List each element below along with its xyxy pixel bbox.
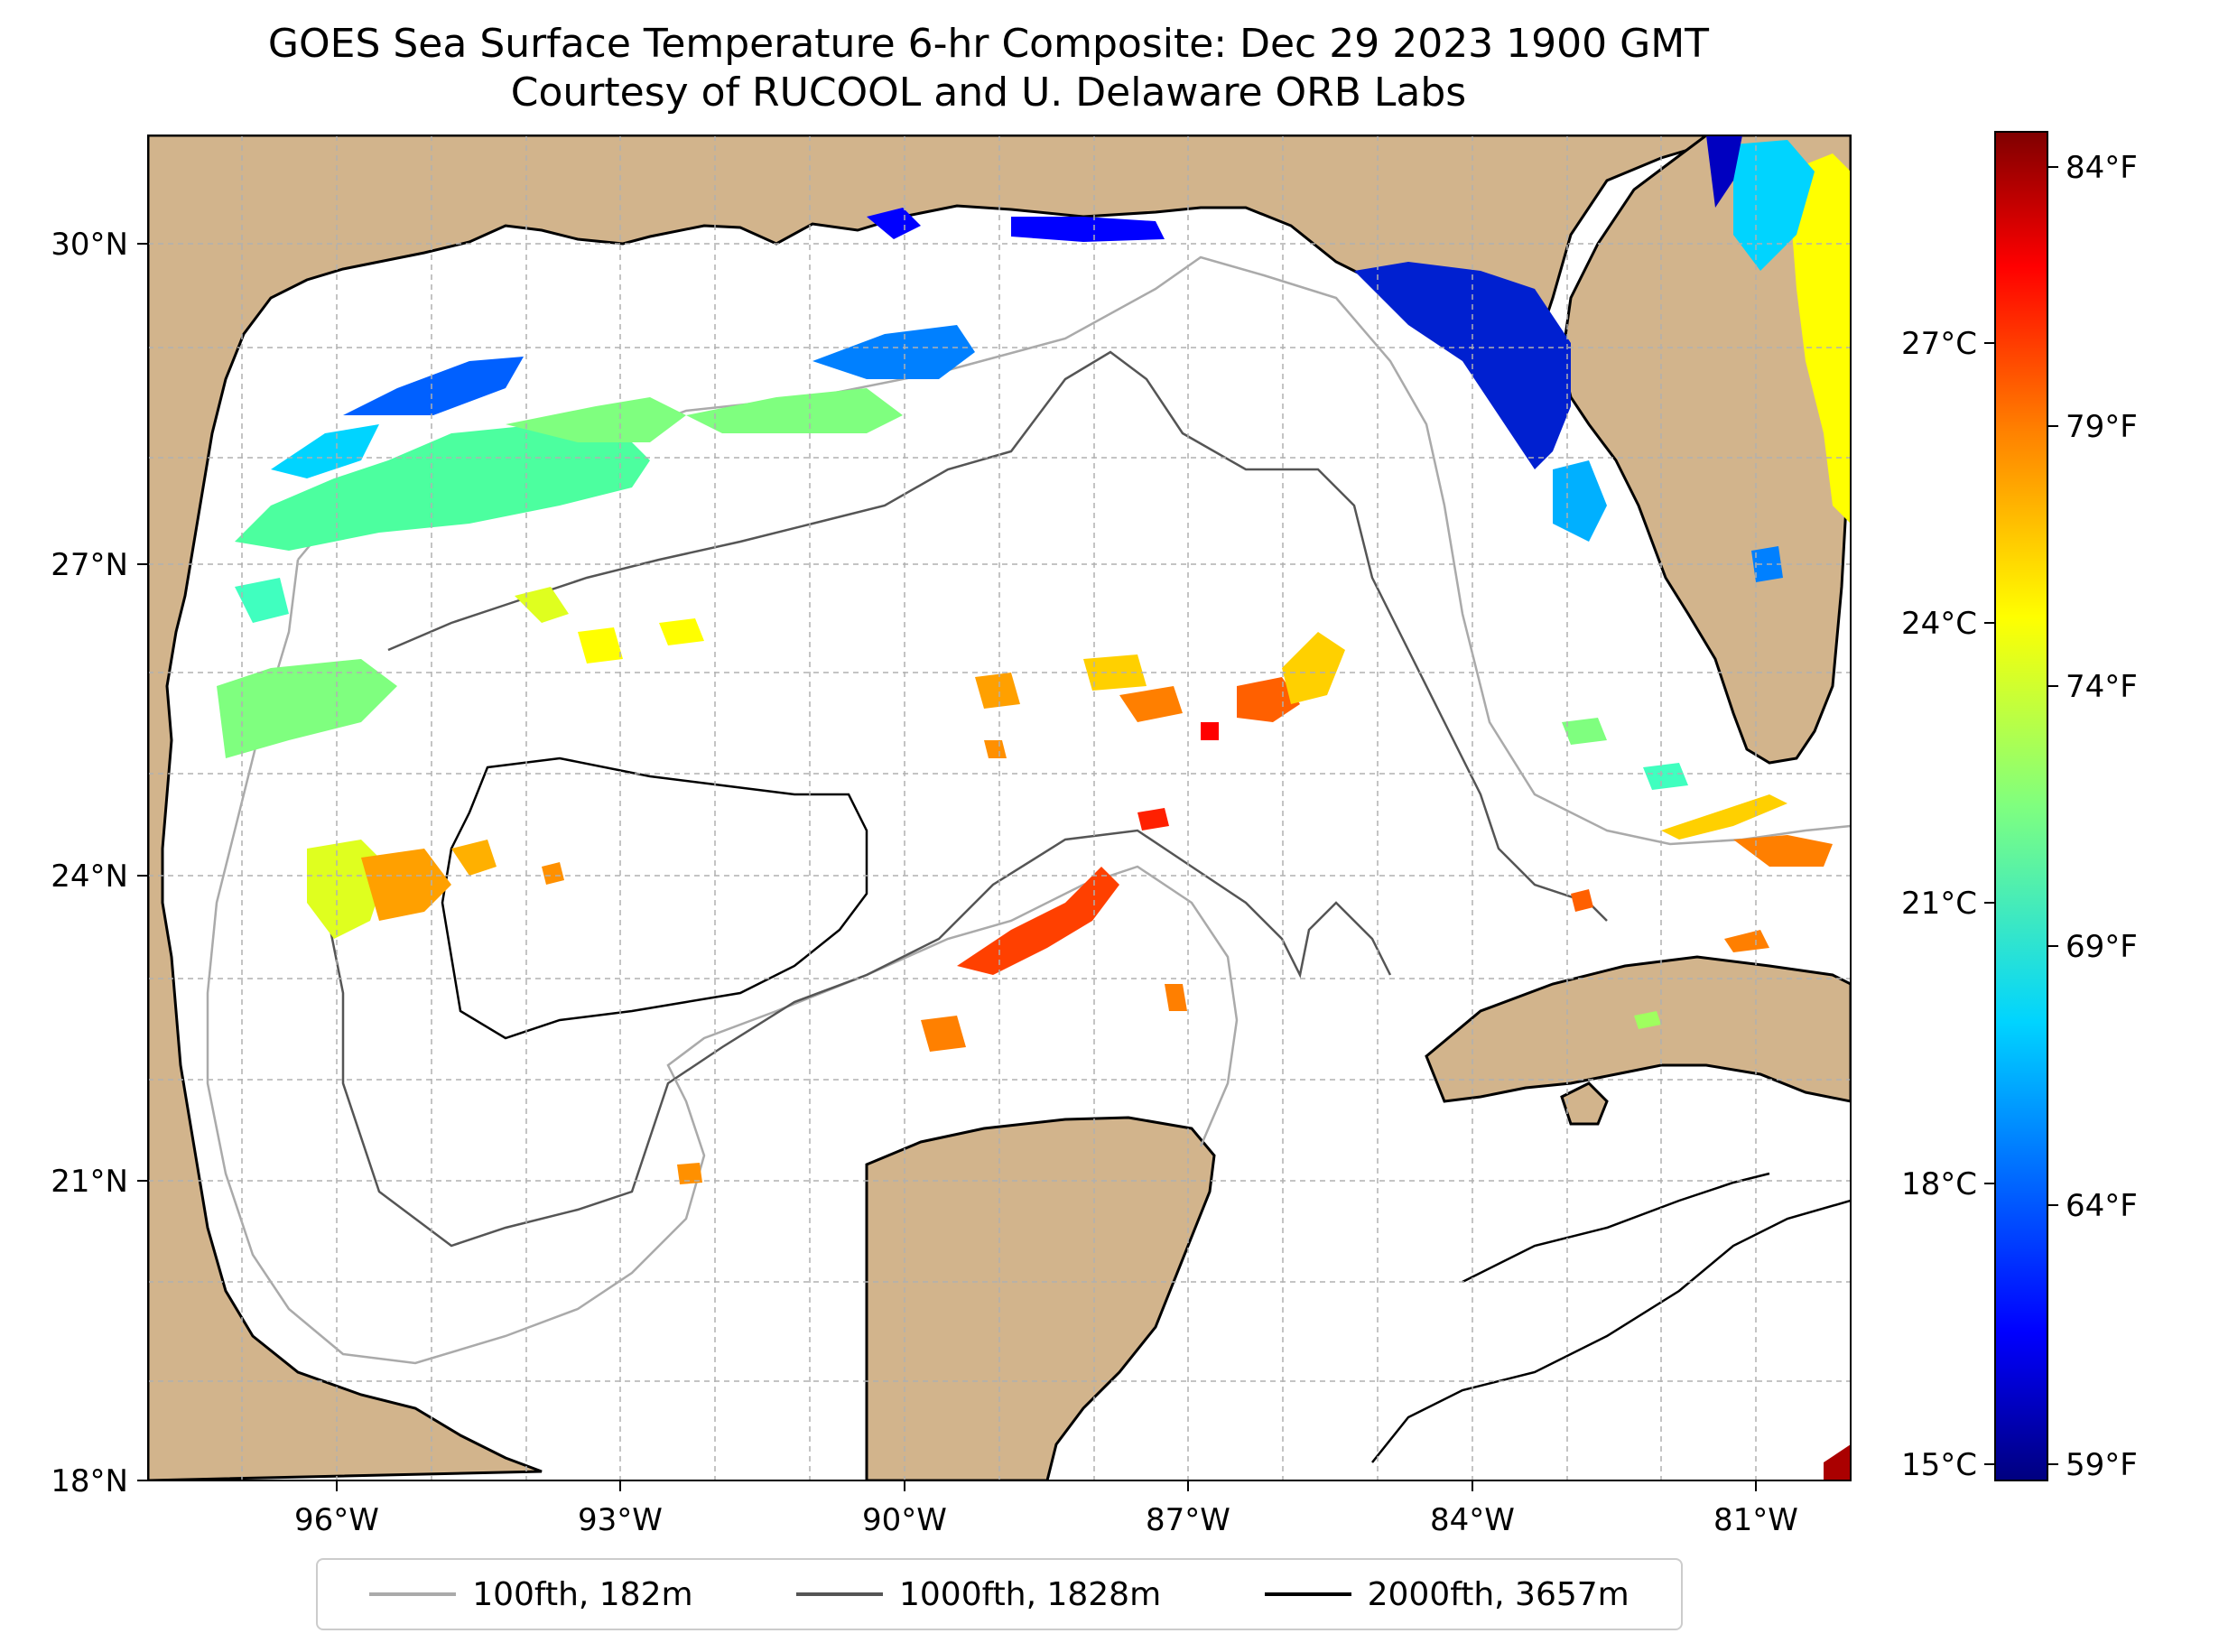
cb-c-15: 15°C <box>1901 1447 1977 1483</box>
sst-central-red <box>1201 722 1219 740</box>
lon-label-96: 96°W <box>294 1502 379 1538</box>
land-caribbean-corner <box>1824 1444 1851 1480</box>
lon-labels: 96°W 93°W 90°W 87°W 84°W 81°W <box>294 1502 1798 1538</box>
legend-swatch-1000fth <box>795 1592 883 1596</box>
sst-shelf-yellow-2 <box>578 627 623 664</box>
sst-west-orange <box>361 849 451 921</box>
sst-mississippi-blue <box>867 208 921 239</box>
sst-florida-east <box>1787 153 1851 524</box>
contour-100fth-west <box>206 559 1239 1365</box>
sst-west-orange-2 <box>451 840 497 876</box>
cb-f-69: 69°F <box>2066 929 2138 965</box>
sst-cuba-coast-orange <box>1724 930 1769 952</box>
sst-loop-orange-1 <box>921 1016 966 1052</box>
sst-central-orange-4 <box>984 740 1007 758</box>
sst-loop-current <box>957 867 1119 975</box>
sst-west-orange-3 <box>542 862 564 885</box>
sst-loop-orange-3 <box>677 1163 702 1184</box>
sst-texas-coast-green <box>217 659 397 758</box>
sst-east-green <box>1562 718 1607 745</box>
title-line-1: GOES Sea Surface Temperature 6-hr Compos… <box>267 21 1710 67</box>
lon-label-93: 93°W <box>578 1502 663 1538</box>
legend-swatch-2000fth <box>1264 1592 1351 1596</box>
contour-1000fth <box>387 350 1608 922</box>
sst-keys-orange <box>1733 835 1833 867</box>
sst-shelf-yellow-1 <box>515 587 569 623</box>
sst-texas-coast-cyan <box>235 578 289 623</box>
legend: 100fth, 182m 1000fth, 1828m 2000fth, 365… <box>316 1558 1683 1630</box>
lat-label-18: 18°N <box>51 1463 128 1499</box>
sst-straits-orange <box>1571 889 1593 912</box>
sst-shelf-yellow-3 <box>659 618 704 645</box>
sst-louisiana-green <box>686 388 903 433</box>
cb-f-74: 74°F <box>2066 669 2138 705</box>
sst-central-orange-2 <box>1119 686 1183 722</box>
colorbar-celsius-labels: 15°C 18°C 21°C 24°C 27°C <box>1901 326 1977 1483</box>
cb-c-24: 24°C <box>1901 606 1977 642</box>
map-title: GOES Sea Surface Temperature 6-hr Compos… <box>0 20 1977 117</box>
lat-labels: 30°N 27°N 24°N 21°N 18°N <box>51 227 128 1499</box>
sst-loop-orange-2 <box>1165 984 1187 1011</box>
lat-label-24: 24°N <box>51 858 128 895</box>
land-yucatan <box>865 1116 1216 1480</box>
lon-label-81: 81°W <box>1713 1502 1798 1538</box>
lon-label-87: 87°W <box>1146 1502 1230 1538</box>
colorbar <box>1994 131 2048 1481</box>
cb-f-64: 64°F <box>2066 1188 2138 1224</box>
lat-label-27: 27°N <box>51 547 128 583</box>
sst-central-yellow-2 <box>1282 632 1345 704</box>
sst-north-shelf-green <box>506 397 686 442</box>
tick-marks <box>137 243 1757 1491</box>
sst-florida-cyan <box>1553 460 1607 542</box>
lon-label-90: 90°W <box>862 1502 947 1538</box>
sst-north-shelf-blue <box>343 357 524 415</box>
contour-1000fth-south <box>323 829 1392 1248</box>
legend-label-1000fth: 1000fth, 1828m <box>898 1575 1162 1613</box>
sst-east-cyan <box>1643 763 1688 790</box>
sst-alabama-blue <box>1011 217 1165 242</box>
sst-patches <box>217 135 1851 1184</box>
legend-label-2000fth: 2000fth, 3657m <box>1367 1575 1629 1613</box>
land-florida <box>1560 135 1851 765</box>
colorbar-ticks <box>1984 166 2058 1465</box>
cb-f-59: 59°F <box>2066 1447 2138 1483</box>
sst-north-shelf-west <box>235 424 650 551</box>
sst-louisiana-blue <box>812 325 975 379</box>
map-frame <box>147 135 1852 1481</box>
lat-label-30: 30°N <box>51 227 128 263</box>
sst-florida-panhandle-blue <box>1354 262 1571 469</box>
legend-item-100fth: 100fth, 182m <box>369 1575 693 1613</box>
lat-label-21: 21°N <box>51 1164 128 1200</box>
legend-item-1000fth: 1000fth, 1828m <box>795 1575 1162 1613</box>
colorbar-fahrenheit-labels: 59°F 64°F 69°F 74°F 79°F 84°F <box>2066 150 2138 1483</box>
cb-f-84: 84°F <box>2066 150 2138 186</box>
contour-2000fth <box>441 756 868 1040</box>
sst-florida-east-cyan <box>1733 140 1815 271</box>
lon-label-84: 84°W <box>1430 1502 1515 1538</box>
legend-label-100fth: 100fth, 182m <box>472 1575 693 1613</box>
sst-cuba-green <box>1634 1011 1661 1029</box>
legend-swatch-100fth <box>369 1592 457 1596</box>
cb-f-79: 79°F <box>2066 409 2138 445</box>
sst-central-orange-1 <box>975 673 1020 709</box>
legend-item-2000fth: 2000fth, 3657m <box>1264 1575 1629 1613</box>
sst-loop-red <box>1137 808 1169 831</box>
title-line-2: Courtesy of RUCOOL and U. Delaware ORB L… <box>510 70 1467 116</box>
cb-c-18: 18°C <box>1901 1166 1977 1202</box>
land-masses <box>148 135 1851 1480</box>
sst-florida-east-blue <box>1706 135 1742 208</box>
map-area <box>148 135 1851 1480</box>
cb-c-21: 21°C <box>1901 886 1977 922</box>
sst-central-orange-3 <box>1237 677 1300 722</box>
land-isla-juventud <box>1560 1081 1609 1126</box>
cb-c-27: 27°C <box>1901 326 1977 362</box>
sst-north-shelf-cyan <box>271 424 379 478</box>
